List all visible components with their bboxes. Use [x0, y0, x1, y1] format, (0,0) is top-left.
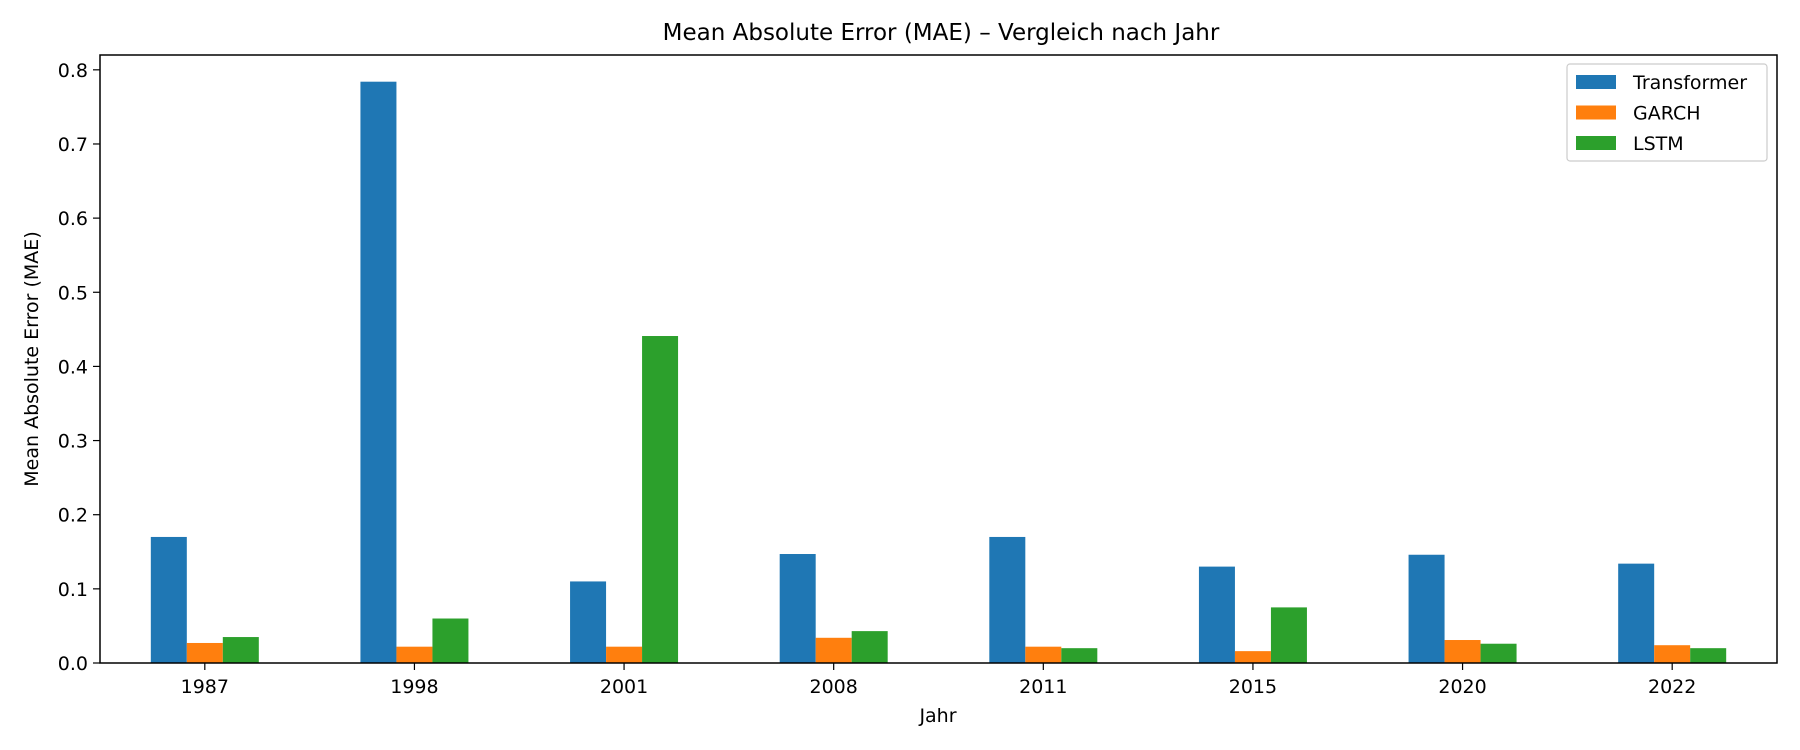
y-tick-label: 0.6	[58, 208, 88, 230]
bar-garch-2008	[815, 637, 852, 663]
bar-lstm-2015	[1270, 607, 1307, 663]
y-tick-label: 0.5	[58, 282, 88, 304]
bar-garch-1987	[186, 642, 223, 663]
bar-garch-2015	[1234, 651, 1271, 663]
bar-garch-2001	[606, 646, 643, 663]
x-tick-label: 2008	[810, 676, 858, 698]
bar-transformer-1987	[150, 536, 187, 663]
legend-label-transformer: Transformer	[1632, 72, 1747, 94]
y-axis: 0.0 0.1 0.2 0.3 0.4 0.5 0.6 0.7 0.8	[58, 60, 100, 675]
bars-group	[150, 81, 1727, 663]
y-tick-label: 0.8	[58, 60, 88, 82]
bar-garch-2011	[1025, 646, 1062, 663]
bar-transformer-2022	[1618, 563, 1655, 663]
bar-lstm-1998	[432, 618, 469, 663]
plot-frame	[99, 54, 1778, 664]
bar-transformer-2015	[1198, 566, 1235, 663]
bar-lstm-2011	[1061, 648, 1098, 663]
bar-transformer-2011	[989, 536, 1026, 663]
y-tick-label: 0.3	[58, 431, 88, 453]
y-tick-label: 0.0	[58, 653, 88, 675]
bar-transformer-1998	[360, 81, 397, 663]
legend-box	[1566, 63, 1768, 162]
x-axis-label: Jahr	[918, 705, 956, 727]
x-tick-label: 2022	[1648, 676, 1696, 698]
y-axis-label: Mean Absolute Error (MAE)	[21, 231, 43, 486]
legend-swatch-lstm	[1576, 136, 1616, 150]
y-tick-label: 0.1	[58, 579, 88, 601]
x-tick-label: 2001	[600, 676, 648, 698]
x-tick-label: 2020	[1438, 676, 1486, 698]
bar-garch-2022	[1654, 645, 1691, 663]
x-tick-label: 2011	[1019, 676, 1067, 698]
x-axis: 1987 1998 2001 2008 2011 2015 2020 2022	[181, 663, 1696, 698]
bar-lstm-1987	[222, 637, 259, 663]
legend-swatch-transformer	[1576, 75, 1616, 89]
x-tick-label: 2015	[1229, 676, 1277, 698]
bar-lstm-2022	[1690, 648, 1727, 663]
bar-transformer-2008	[779, 554, 816, 663]
bar-lstm-2008	[851, 631, 888, 663]
legend-swatch-garch	[1576, 105, 1616, 120]
bar-transformer-2020	[1408, 554, 1445, 663]
bar-transformer-2001	[570, 581, 607, 663]
bar-garch-1998	[396, 646, 433, 663]
legend-label-lstm: LSTM	[1633, 133, 1684, 155]
bar-garch-2020	[1444, 640, 1481, 663]
y-tick-label: 0.7	[58, 134, 88, 156]
bar-lstm-2001	[642, 336, 679, 663]
x-tick-label: 1987	[181, 676, 229, 698]
y-tick-label: 0.4	[58, 356, 88, 378]
chart-title: Mean Absolute Error (MAE) – Vergleich na…	[663, 20, 1220, 46]
bar-lstm-2020	[1480, 643, 1517, 663]
legend-label-garch: GARCH	[1633, 103, 1701, 125]
legend: Transformer GARCH LSTM	[1566, 63, 1768, 162]
x-tick-label: 1998	[390, 676, 438, 698]
y-tick-label: 0.2	[58, 505, 88, 527]
